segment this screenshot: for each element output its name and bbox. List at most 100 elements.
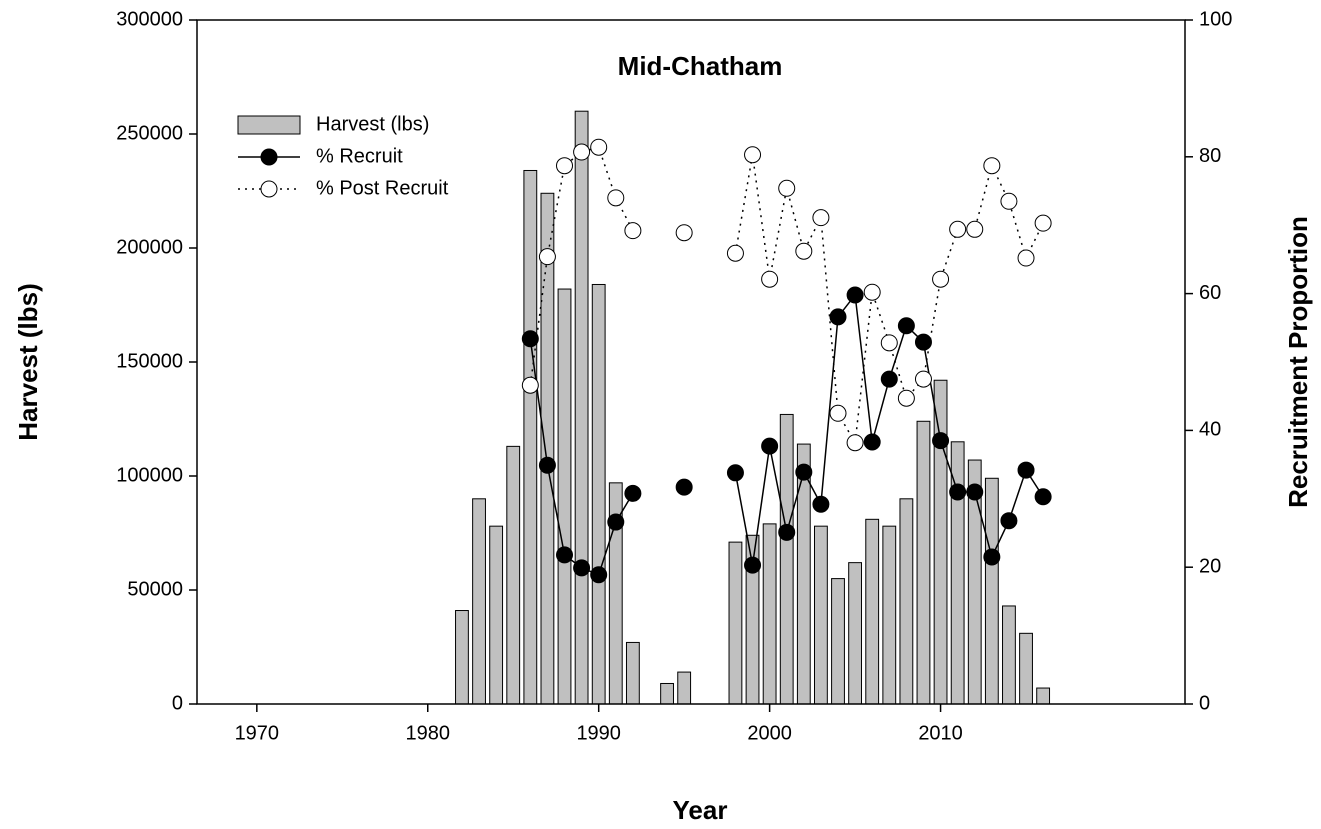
bar — [848, 562, 863, 705]
marker — [829, 404, 847, 422]
marker — [932, 270, 950, 288]
bar — [882, 525, 897, 705]
marker — [521, 330, 539, 348]
marker — [556, 157, 574, 175]
bar — [591, 283, 606, 705]
x-tick-label: 2000 — [747, 722, 792, 744]
bar — [625, 641, 640, 705]
y2-tick-label: 20 — [1199, 555, 1221, 577]
bar — [762, 523, 777, 705]
marker — [761, 437, 779, 455]
marker — [624, 484, 642, 502]
marker — [556, 546, 574, 564]
marker — [726, 464, 744, 482]
bar — [660, 682, 674, 705]
marker — [521, 376, 539, 394]
marker — [607, 513, 625, 531]
marker — [829, 308, 847, 326]
bar — [865, 518, 880, 705]
marker — [966, 220, 984, 238]
y2-axis-label: Recruitment Proportion — [1283, 216, 1313, 508]
bar — [950, 441, 965, 705]
marker — [744, 556, 762, 574]
marker — [812, 495, 830, 513]
bar — [984, 477, 999, 705]
bar — [472, 498, 486, 705]
bar — [779, 413, 794, 705]
x-tick-label: 2010 — [918, 722, 963, 744]
marker — [863, 283, 881, 301]
x-tick-label: 1970 — [235, 722, 280, 744]
marker — [846, 286, 864, 304]
legend-swatch — [237, 115, 301, 135]
marker — [914, 333, 932, 351]
marker — [1034, 214, 1052, 232]
legend-label: % Recruit — [316, 145, 403, 167]
marker — [1000, 192, 1018, 210]
marker — [846, 434, 864, 452]
marker — [1017, 461, 1035, 479]
bar — [916, 420, 931, 705]
marker — [573, 143, 591, 161]
marker — [761, 270, 779, 288]
legend-marker — [260, 180, 278, 198]
bar — [489, 525, 504, 705]
marker — [812, 209, 830, 227]
y2-tick-label: 100 — [1199, 8, 1232, 30]
legend-label: Harvest (lbs) — [316, 113, 429, 135]
y-axis-label: Harvest (lbs) — [13, 283, 43, 441]
marker — [914, 370, 932, 388]
y-tick-label: 50000 — [127, 578, 183, 600]
y2-tick-label: 60 — [1199, 282, 1221, 304]
bar — [523, 169, 538, 705]
marker — [624, 222, 642, 240]
x-tick-label: 1980 — [406, 722, 451, 744]
marker — [675, 224, 693, 242]
y2-tick-label: 80 — [1199, 145, 1221, 167]
y-tick-label: 0 — [172, 692, 183, 714]
y2-tick-label: 0 — [1199, 692, 1210, 714]
legend-label: % Post Recruit — [316, 177, 449, 199]
bar — [506, 445, 521, 705]
bar — [1036, 687, 1051, 705]
marker — [897, 317, 915, 335]
y-tick-label: 250000 — [116, 122, 183, 144]
y-tick-label: 300000 — [116, 8, 183, 30]
legend-marker — [260, 148, 278, 166]
bar — [796, 443, 811, 705]
marker — [607, 189, 625, 207]
marker — [795, 242, 813, 260]
bar — [574, 110, 589, 705]
marker — [1000, 512, 1018, 530]
marker — [1017, 249, 1035, 267]
bar — [1019, 632, 1033, 705]
x-axis-label: Year — [673, 795, 728, 825]
bar — [677, 671, 692, 705]
bar — [540, 192, 555, 705]
y-tick-label: 150000 — [116, 350, 183, 372]
marker — [863, 433, 881, 451]
marker — [538, 248, 556, 266]
marker — [778, 523, 796, 541]
bar — [455, 610, 469, 705]
y-tick-label: 100000 — [116, 464, 183, 486]
marker — [932, 432, 950, 450]
bar — [933, 379, 948, 705]
bar — [1002, 605, 1016, 705]
marker — [726, 244, 744, 262]
marker — [590, 138, 608, 156]
marker — [949, 220, 967, 238]
bar — [557, 288, 572, 705]
bar — [814, 525, 828, 705]
marker — [983, 157, 1001, 175]
marker — [675, 478, 693, 496]
bar — [831, 578, 845, 705]
y2-tick-label: 40 — [1199, 419, 1221, 441]
marker — [795, 463, 813, 481]
marker — [949, 483, 967, 501]
marker — [983, 548, 1001, 566]
marker — [778, 179, 796, 197]
marker — [573, 559, 591, 577]
y-tick-label: 200000 — [116, 236, 183, 258]
